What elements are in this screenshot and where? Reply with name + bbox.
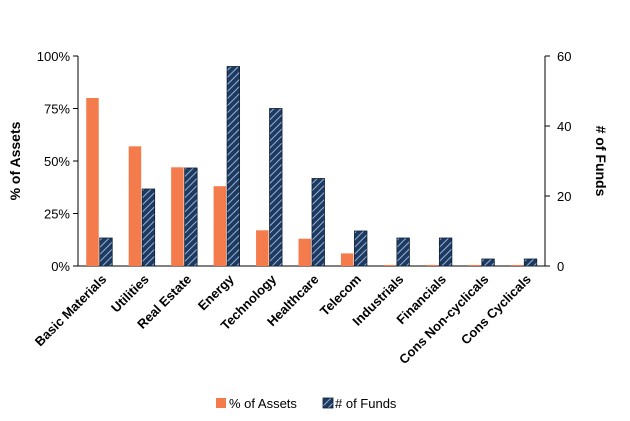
left-tick-label: 75% (44, 102, 70, 117)
bar-assets (425, 264, 439, 266)
left-axis: 0% 25% 50% 75% 100% (37, 49, 545, 274)
legend: % of Assets # of Funds (216, 396, 397, 411)
left-tick-label: 25% (44, 207, 70, 222)
bars (86, 66, 538, 267)
bar-funds (396, 237, 410, 267)
right-axis: 0 20 40 60 (544, 49, 571, 274)
left-tick-label: 0% (51, 259, 70, 274)
left-tick-label: 50% (44, 154, 70, 169)
right-tick-label: 20 (557, 189, 571, 204)
left-tick-label: 100% (37, 49, 71, 64)
legend-label-assets: % of Assets (229, 396, 297, 411)
legend-label-funds: # of Funds (335, 396, 397, 411)
bar-funds (523, 258, 538, 267)
y-axis-title-right: # of Funds (593, 126, 609, 197)
legend-swatch-assets (216, 398, 226, 408)
bar-funds (99, 237, 113, 267)
bar-funds (481, 258, 495, 267)
right-tick-label: 60 (557, 49, 571, 64)
bar-funds (311, 178, 325, 267)
bar-assets (86, 98, 99, 266)
bar-funds (226, 66, 240, 267)
bar-funds (269, 108, 283, 267)
y-axis-title-left: % of Assets (7, 121, 23, 200)
right-tick-label: 0 (557, 259, 564, 274)
category-label: Energy (195, 271, 237, 313)
bar-funds (141, 188, 156, 267)
bar-assets (340, 253, 354, 266)
bar-assets (510, 264, 524, 266)
bar-funds (354, 230, 368, 267)
bar-assets (128, 146, 142, 266)
bar-assets (468, 264, 481, 266)
bar-assets (213, 186, 227, 266)
bar-assets (298, 238, 311, 266)
bar-assets (383, 264, 396, 266)
bar-assets (171, 167, 184, 266)
bar-assets (256, 230, 269, 266)
bar-funds (184, 167, 198, 267)
category-label: Basic Materials (32, 272, 110, 350)
bar-funds (438, 237, 453, 267)
legend-swatch-funds (322, 397, 334, 409)
right-tick-label: 40 (557, 119, 571, 134)
